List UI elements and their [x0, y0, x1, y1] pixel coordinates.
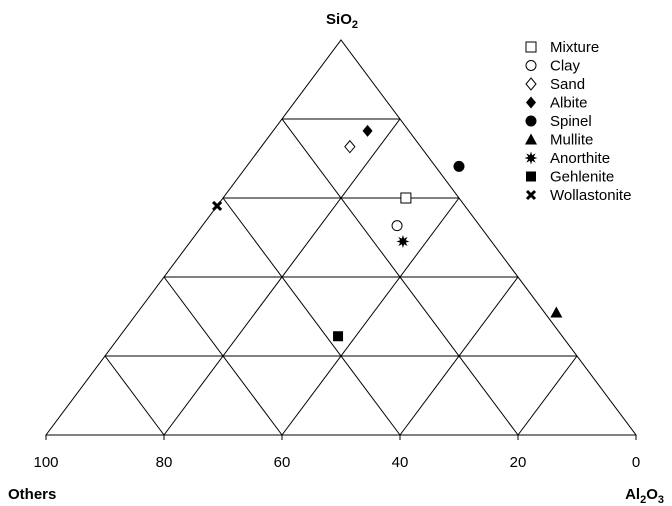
point-albite [362, 124, 373, 137]
grid-line-al2o3 [399, 276, 519, 436]
legend-item-anorthite: Anorthite [524, 150, 610, 167]
legend-item-albite: Albite [526, 95, 588, 112]
point-wollastonite [212, 200, 223, 211]
bottom-axis-ticks: 100 80 60 40 20 0 [33, 435, 640, 471]
legend-label: Sand [550, 76, 585, 93]
point-mixture [400, 192, 412, 204]
tick-label: 0 [632, 454, 640, 471]
grid-line-others [163, 276, 283, 436]
tick-label: 100 [33, 454, 58, 471]
legend-item-mixture: Mixture [525, 39, 599, 56]
legend-marker-mullite [525, 133, 537, 145]
legend-marker-sand [525, 77, 537, 91]
tick-label: 60 [274, 454, 291, 471]
legend-item-mullite: Mullite [525, 132, 593, 149]
legend-item-gehlenite: Gehlenite [526, 169, 614, 186]
point-mullite [550, 306, 563, 318]
legend-item-spinel: Spinel [525, 113, 592, 130]
tick-label: 80 [156, 454, 173, 471]
grid-line-al2o3 [517, 355, 578, 436]
legend-label: Spinel [550, 113, 592, 130]
grid-line-others [222, 197, 401, 436]
tick-label: 40 [392, 454, 409, 471]
tick-label: 20 [510, 454, 527, 471]
legend-item-clay: Clay [525, 58, 581, 75]
legend-marker-anorthite [524, 151, 538, 165]
point-gehlenite [333, 331, 344, 342]
legend-label: Wollastonite [550, 187, 631, 204]
point-spinel [453, 160, 465, 172]
legend-label: Gehlenite [550, 169, 614, 186]
grid-line-al2o3 [281, 197, 460, 436]
vertex-label-sio2: SiO2 [326, 11, 358, 31]
legend-item-sand: Sand [525, 76, 585, 93]
point-clay [391, 220, 403, 232]
legend-label: Mixture [550, 39, 599, 56]
triangle-frame [45, 39, 637, 436]
vertex-label-others: Others [8, 486, 56, 503]
point-sand [344, 139, 356, 154]
legend-marker-wollastonite [525, 189, 537, 201]
vertex-label-al2o3: Al2O3 [625, 486, 664, 506]
legend-marker-mixture [525, 41, 537, 53]
legend-label: Mullite [550, 132, 593, 149]
vertex-labels: SiO2 Others Al2O3 [8, 11, 664, 506]
data-points [212, 124, 563, 342]
legend-marker-albite [526, 96, 536, 109]
legend-marker-gehlenite [526, 171, 536, 182]
ternary-grid [45, 39, 637, 436]
legend-label: Albite [550, 95, 588, 112]
point-anorthite [396, 234, 410, 248]
legend-label: Anorthite [550, 150, 610, 167]
legend-marker-spinel [525, 115, 537, 127]
grid-line-others [104, 355, 165, 436]
legend-item-wollastonite: Wollastonite [525, 187, 631, 204]
legend-label: Clay [550, 58, 581, 75]
legend-marker-clay [525, 60, 537, 71]
